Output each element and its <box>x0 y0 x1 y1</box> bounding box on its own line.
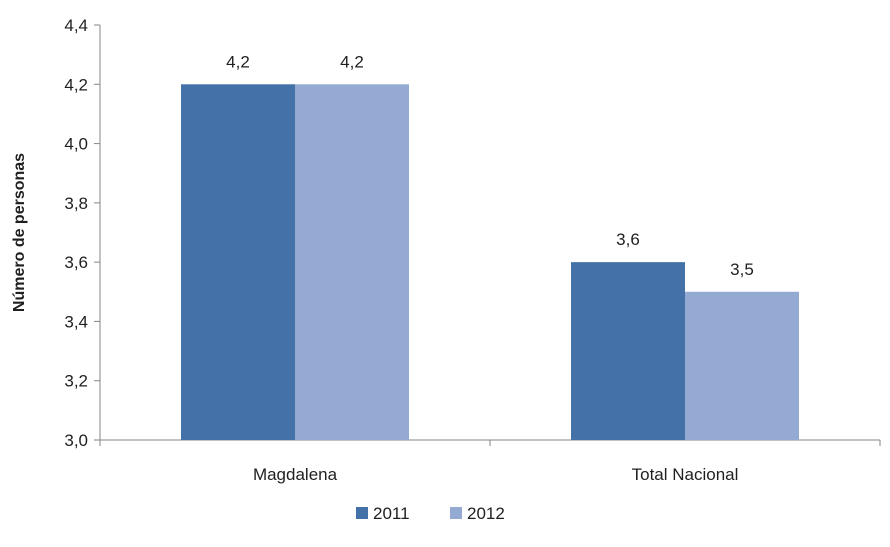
y-tick-label: 3,8 <box>64 194 88 213</box>
y-tick-label: 4,2 <box>64 75 88 94</box>
y-tick-label: 3,4 <box>64 312 88 331</box>
legend-swatch-2012 <box>450 507 462 519</box>
legend: 2011 2012 <box>356 504 505 523</box>
x-category-label: Total Nacional <box>632 465 739 484</box>
legend-swatch-2011 <box>356 507 368 519</box>
y-tick-label: 3,2 <box>64 372 88 391</box>
x-category-label: Magdalena <box>253 465 338 484</box>
y-axis-label: Número de personas <box>11 153 28 312</box>
y-tick-label: 3,0 <box>64 431 88 450</box>
y-tick-label: 4,4 <box>64 16 88 35</box>
bar-2011-0 <box>181 84 295 441</box>
data-label: 4,2 <box>226 52 250 71</box>
y-tick-label: 3,6 <box>64 253 88 272</box>
bar-2012-0 <box>295 84 409 441</box>
bar-2011-1 <box>571 262 685 440</box>
legend-label: 2012 <box>467 504 505 523</box>
bars: 4,2 4,2 3,6 3,5 <box>181 52 799 441</box>
data-label: 3,5 <box>730 260 754 279</box>
bar-2012-1 <box>685 291 799 440</box>
data-label: 3,6 <box>616 230 640 249</box>
legend-label: 2011 <box>373 504 410 523</box>
x-axis: Magdalena Total Nacional <box>99 439 881 484</box>
data-label: 4,2 <box>340 52 364 71</box>
y-axis: 3,0 3,2 3,4 3,6 3,8 4,0 4,2 4,4 <box>64 16 101 450</box>
y-tick-label: 4,0 <box>64 135 88 154</box>
